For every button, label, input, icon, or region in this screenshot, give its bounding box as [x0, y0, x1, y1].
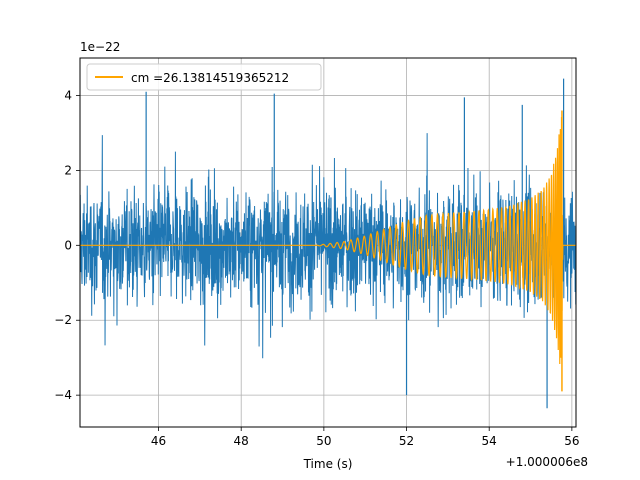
x-tick-label: 48: [234, 434, 249, 448]
x-axis: 46 48 50 52 54 56: [151, 427, 580, 448]
y-tick-label: −4: [54, 388, 72, 402]
x-tick-label: 54: [482, 434, 497, 448]
strain-line: [80, 133, 576, 359]
plot-frame: [79, 57, 577, 428]
x-tick-label: 50: [316, 434, 331, 448]
x-tick-label: 56: [564, 434, 579, 448]
series-template: [80, 110, 576, 392]
y-tick-label: 2: [64, 163, 72, 177]
y-tick-label: −2: [54, 313, 72, 327]
y-tick-label: 0: [64, 238, 72, 252]
x-offset-label: +1.000006e8: [506, 455, 588, 469]
x-axis-label: Time (s): [303, 457, 353, 471]
legend: cm =26.13814519365212: [86, 63, 322, 91]
legend-box: [86, 63, 322, 91]
x-tick-label: 46: [151, 434, 166, 448]
legend-label-template: cm =26.13814519365212: [131, 71, 289, 85]
y-tick-label: 4: [64, 88, 72, 102]
y-scale-label: 1e−22: [80, 40, 120, 54]
template-line: [80, 117, 576, 365]
x-tick-label: 52: [399, 434, 414, 448]
y-axis: −4 −2 0 2 4: [54, 88, 80, 402]
